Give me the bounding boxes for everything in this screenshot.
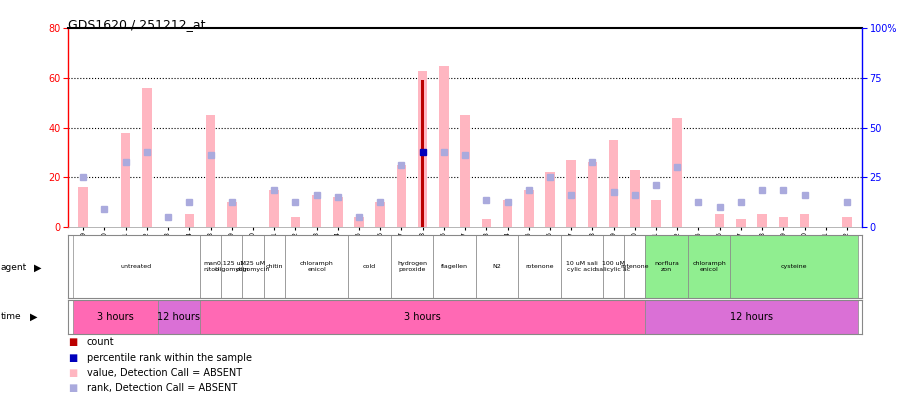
Bar	[269, 190, 279, 227]
Text: time: time	[1, 312, 22, 321]
Bar	[200, 300, 645, 334]
Bar	[730, 235, 856, 298]
Text: count: count	[87, 337, 114, 347]
Bar	[375, 202, 384, 227]
Text: agent: agent	[1, 263, 27, 272]
Bar	[650, 200, 660, 227]
Bar	[778, 217, 787, 227]
Bar	[200, 235, 220, 298]
Text: rotenone: rotenone	[619, 264, 649, 269]
Bar	[284, 235, 348, 298]
Bar	[184, 214, 194, 227]
Bar	[439, 66, 448, 227]
Text: GDS1620 / 251212_at: GDS1620 / 251212_at	[68, 18, 206, 31]
Bar	[517, 235, 560, 298]
Text: cold: cold	[363, 264, 376, 269]
Bar	[841, 217, 851, 227]
Bar	[417, 70, 427, 227]
Bar	[396, 165, 405, 227]
Text: chloramph
enicol: chloramph enicol	[691, 261, 725, 272]
Text: 0.125 uM
oligomycin: 0.125 uM oligomycin	[214, 261, 249, 272]
Bar	[421, 81, 424, 227]
Text: ■: ■	[68, 353, 77, 362]
Bar	[291, 217, 300, 227]
Text: cysteine: cysteine	[780, 264, 806, 269]
Bar	[630, 170, 639, 227]
Bar	[227, 202, 236, 227]
Text: ▶: ▶	[34, 262, 41, 272]
Bar	[602, 235, 623, 298]
Text: 1.25 uM
oligomycin: 1.25 uM oligomycin	[236, 261, 270, 272]
Bar	[502, 200, 512, 227]
Bar	[73, 235, 200, 298]
Bar	[142, 88, 151, 227]
Text: 3 hours: 3 hours	[97, 312, 133, 322]
Text: ■: ■	[68, 337, 77, 347]
Text: 100 uM
salicylic ac: 100 uM salicylic ac	[596, 261, 630, 272]
Bar	[545, 172, 554, 227]
Text: ■: ■	[68, 368, 77, 378]
Text: hydrogen
peroxide: hydrogen peroxide	[396, 261, 426, 272]
Bar	[609, 140, 618, 227]
Bar	[433, 235, 476, 298]
Text: norflura
zon: norflura zon	[653, 261, 679, 272]
Text: untreated: untreated	[120, 264, 152, 269]
Bar	[524, 190, 533, 227]
Text: rank, Detection Call = ABSENT: rank, Detection Call = ABSENT	[87, 384, 237, 393]
Text: 3 hours: 3 hours	[404, 312, 441, 322]
Bar	[206, 115, 215, 227]
Bar	[714, 214, 723, 227]
Text: ▶: ▶	[30, 312, 37, 322]
Bar	[242, 235, 263, 298]
Text: 12 hours: 12 hours	[157, 312, 200, 322]
Bar	[481, 220, 490, 227]
Text: rotenone: rotenone	[525, 264, 553, 269]
Text: chloramph
enicol: chloramph enicol	[300, 261, 333, 272]
Bar	[353, 217, 363, 227]
Bar	[735, 220, 745, 227]
Bar	[312, 194, 321, 227]
Text: flagellen: flagellen	[441, 264, 467, 269]
Bar	[391, 235, 433, 298]
Bar	[560, 235, 602, 298]
Bar	[158, 300, 200, 334]
Text: 10 uM sali
cylic acid: 10 uM sali cylic acid	[566, 261, 597, 272]
Bar	[73, 300, 158, 334]
Text: chitin: chitin	[265, 264, 282, 269]
Bar	[756, 214, 766, 227]
Bar	[333, 197, 343, 227]
Bar	[263, 235, 284, 298]
Bar	[460, 115, 469, 227]
Bar	[121, 132, 130, 227]
Text: ■: ■	[68, 384, 77, 393]
Text: value, Detection Call = ABSENT: value, Detection Call = ABSENT	[87, 368, 241, 378]
Bar	[78, 187, 88, 227]
Bar	[645, 300, 856, 334]
Bar	[671, 118, 681, 227]
Bar	[587, 162, 597, 227]
Text: N2: N2	[492, 264, 501, 269]
Bar	[623, 235, 645, 298]
Bar	[799, 214, 808, 227]
Bar	[476, 235, 517, 298]
Text: percentile rank within the sample: percentile rank within the sample	[87, 353, 251, 362]
Bar	[687, 235, 730, 298]
Bar	[348, 235, 391, 298]
Bar	[220, 235, 242, 298]
Bar	[566, 160, 576, 227]
Bar	[645, 235, 687, 298]
Text: 12 hours: 12 hours	[729, 312, 773, 322]
Text: man
nitol: man nitol	[203, 261, 218, 272]
